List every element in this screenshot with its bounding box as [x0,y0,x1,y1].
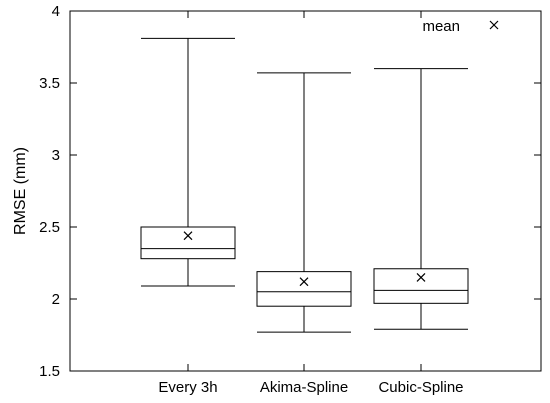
plot-frame [69,10,542,372]
box-iqr-1 [256,271,352,307]
x-tick-label-2: Cubic-Spline [378,379,463,396]
x-tick-label-1: Akima-Spline [260,379,348,396]
box-1 [256,72,352,333]
legend-label-mean: mean [422,18,460,35]
box-0 [140,37,236,287]
mean-marker-1 [299,277,309,287]
y-tick-label-1: 2 [52,291,60,308]
mean-marker-0 [183,231,193,241]
legend: mean [422,18,499,35]
y-tick-label-3: 3 [52,147,60,164]
x-tick-label-0: Every 3h [158,379,217,396]
y-tick-label-0: 1.5 [39,363,60,380]
y-axis-label: RMSE (mm) [12,147,29,235]
mean-marker-2 [416,272,426,282]
boxes [140,37,469,333]
y-axis: 1.5 2 2.5 3 3.5 4 [39,3,541,380]
y-tick-label-2: 2.5 [39,219,60,236]
box-iqr-0 [140,226,236,260]
legend-marker-mean [489,20,499,30]
y-tick-label-4: 3.5 [39,75,60,92]
box-2 [373,68,469,330]
y-tick-label-5: 4 [52,3,60,20]
box-iqr-2 [373,268,469,304]
x-axis: Every 3h Akima-Spline Cubic-Spline [158,11,464,396]
